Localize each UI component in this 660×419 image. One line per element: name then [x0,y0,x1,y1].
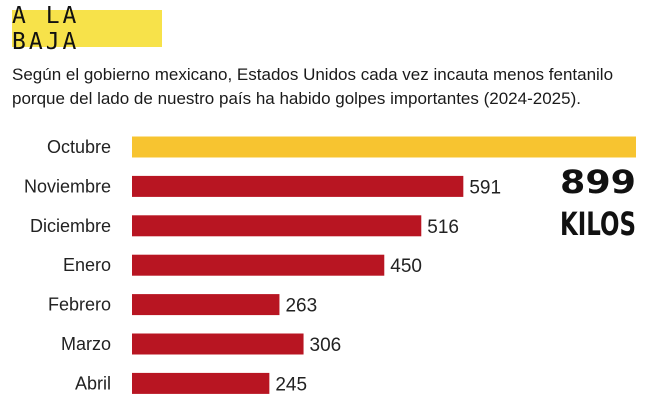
category-label-abril: Abril [75,373,111,393]
bar-abril [132,372,270,394]
category-label-enero: Enero [63,255,111,275]
category-labels: Octubre Noviembre Diciembre Enero Febrero Mar… [24,137,111,393]
value-label-abril: 245 [275,374,307,395]
highlight-callout: 899 KILOS [560,163,636,243]
bar-enero [132,254,385,276]
value-label-enero: 450 [390,256,422,277]
category-label-diciembre: Diciembre [30,216,111,236]
chart-subtitle: Según el gobierno mexicano, Estados Unid… [12,63,652,111]
bar-noviembre [132,175,464,197]
category-label-marzo: Marzo [61,334,111,354]
bar-diciembre [132,215,422,237]
value-label-diciembre: 516 [427,217,459,238]
bar-marzo [132,333,304,355]
subtitle-line-2: porque del lado de nuestro país ha habid… [12,89,581,108]
title-banner: A LA BAJA [12,3,162,55]
value-label-marzo: 306 [310,335,342,356]
bar-febrero [132,294,280,316]
callout-unit: KILOS [560,205,636,243]
category-label-octubre: Octubre [47,137,111,157]
value-label-noviembre: 591 [469,177,501,198]
bar-octubre [132,136,636,158]
callout-value: 899 [560,163,636,201]
value-label-febrero: 263 [285,296,317,317]
bars [132,136,636,394]
subtitle-line-1: Según el gobierno mexicano, Estados Unid… [12,65,614,84]
category-label-noviembre: Noviembre [24,176,111,196]
chart-title: A LA BAJA [12,2,80,55]
category-label-febrero: Febrero [48,295,111,315]
